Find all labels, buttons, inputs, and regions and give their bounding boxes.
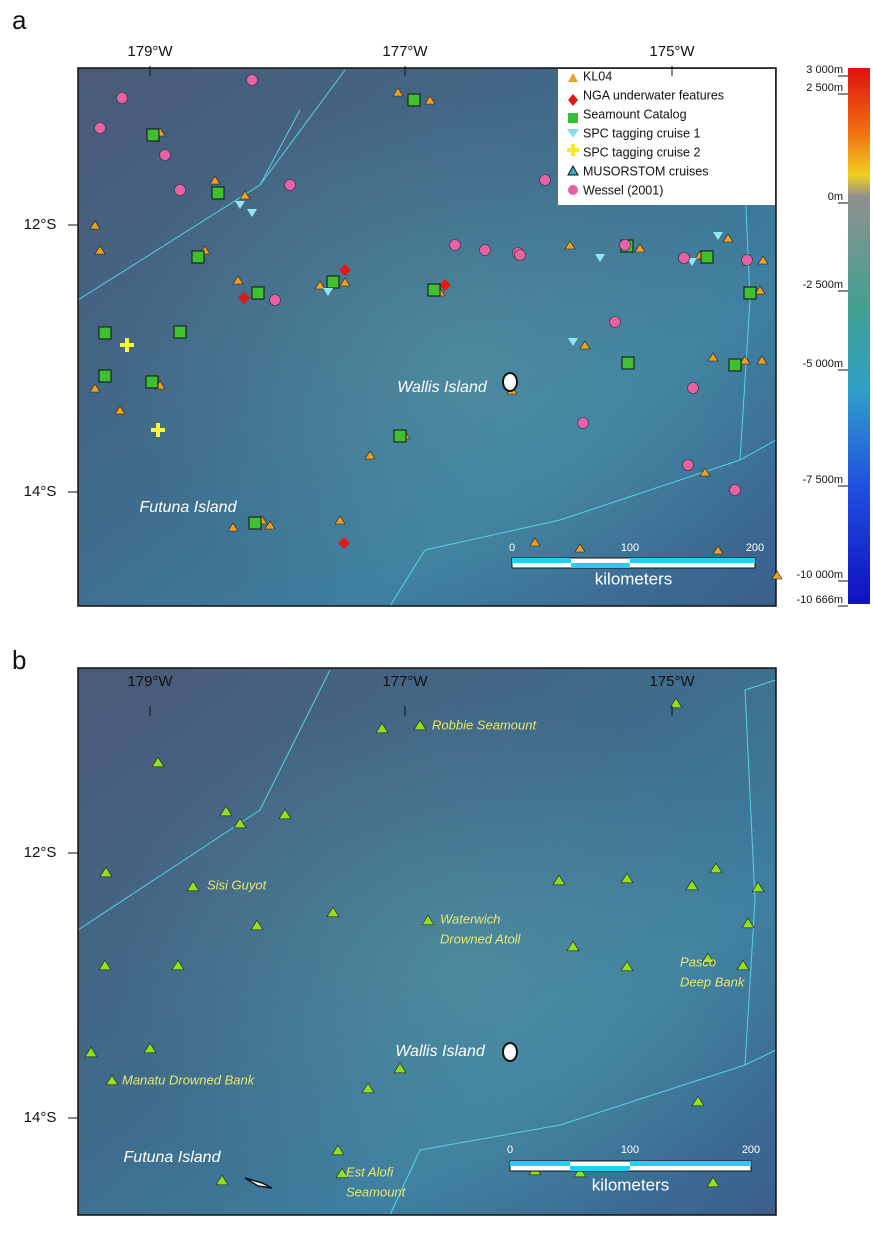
marker — [99, 370, 111, 382]
marker — [175, 185, 186, 196]
legend-label: SPC tagging cruise 2 — [583, 145, 700, 159]
marker — [578, 418, 589, 429]
feature-label: Robbie Seamount — [432, 717, 537, 732]
latitude-label: 14°S — [24, 483, 57, 500]
longitude-label: 179°W — [127, 673, 173, 690]
panel-label: b — [12, 645, 26, 675]
legend-label: Seamount Catalog — [583, 107, 687, 121]
legend-label: Wessel (2001) — [583, 183, 663, 197]
place-name: Futuna Island — [140, 499, 238, 516]
marker — [428, 284, 440, 296]
marker — [515, 250, 526, 261]
marker — [620, 240, 631, 251]
marker — [742, 255, 753, 266]
marker — [192, 251, 204, 263]
feature-label: Drowned Atoll — [440, 931, 522, 946]
latitude-label: 14°S — [24, 1109, 57, 1126]
colorbar-label: -7 500m — [803, 474, 843, 486]
feature-label: Seamount — [346, 1184, 407, 1199]
panel-a: a 179°W 177°W 175°W 12°S 14°S Wallis Island Fut… — [12, 5, 870, 606]
scale-bar-segment — [630, 558, 755, 563]
marker — [394, 430, 406, 442]
colorbar-label: 0m — [828, 191, 843, 203]
marker — [270, 295, 281, 306]
scale-unit: kilometers — [592, 1175, 669, 1194]
feature-label: Waterwich — [440, 911, 500, 926]
scale-bar-segment — [571, 563, 630, 568]
marker — [450, 240, 461, 251]
colorbar-label: 2 500m — [806, 82, 843, 94]
scale-label: 200 — [742, 1144, 760, 1156]
marker — [408, 94, 420, 106]
scale-unit: kilometers — [595, 569, 672, 588]
marker — [480, 245, 491, 256]
marker — [688, 383, 699, 394]
marker — [610, 317, 621, 328]
scale-bar-segment — [570, 1166, 630, 1171]
legend-marker — [568, 113, 578, 123]
marker — [174, 326, 186, 338]
feature-label: Est Alofi — [346, 1164, 394, 1179]
marker — [730, 485, 741, 496]
colorbar-label: -5 000m — [803, 358, 843, 370]
colorbar — [848, 68, 870, 604]
scale-label: 200 — [746, 542, 764, 554]
marker — [99, 327, 111, 339]
marker — [146, 376, 158, 388]
latitude-label: 12°S — [24, 216, 57, 233]
scale-label: 0 — [509, 542, 515, 554]
longitude-label: 179°W — [127, 43, 173, 60]
colorbar-label: -10 000m — [797, 569, 843, 581]
marker — [160, 150, 171, 161]
longitude-label: 177°W — [382, 673, 428, 690]
panel-b: b 179°W 177°W 175°W 12°S 14°S Wallis Island Fut… — [12, 645, 776, 1215]
longitude-label: 175°W — [649, 673, 695, 690]
colorbar-label: 3 000m — [806, 64, 843, 76]
place-name: Wallis Island — [397, 379, 488, 396]
marker — [147, 129, 159, 141]
marker — [744, 287, 756, 299]
island — [503, 1043, 517, 1061]
map-shading — [78, 668, 776, 1215]
latitude-label: 12°S — [24, 844, 57, 861]
longitude-label: 177°W — [382, 43, 428, 60]
longitude-label: 175°W — [649, 43, 695, 60]
marker — [247, 75, 258, 86]
legend-marker — [568, 185, 578, 195]
island — [503, 373, 517, 391]
colorbar-label: -2 500m — [803, 279, 843, 291]
scale-label: 0 — [507, 1144, 513, 1156]
legend-label: MUSORSTOM cruises — [583, 164, 708, 178]
marker — [285, 180, 296, 191]
marker — [729, 359, 741, 371]
scale-bar-segment — [630, 1161, 751, 1166]
scale-bar-segment — [512, 558, 571, 563]
legend-label: SPC tagging cruise 1 — [583, 126, 700, 140]
marker — [701, 251, 713, 263]
panel-label: a — [12, 5, 27, 35]
marker — [683, 460, 694, 471]
legend-label: NGA underwater features — [583, 88, 724, 102]
marker — [540, 175, 551, 186]
scale-bar-segment — [510, 1161, 570, 1166]
marker — [95, 123, 106, 134]
figure: a 179°W 177°W 175°W 12°S 14°S Wallis Island Fut… — [0, 0, 873, 1230]
marker — [622, 357, 634, 369]
place-name: Futuna Island — [124, 1149, 222, 1166]
colorbar-label: -10 666m — [797, 594, 843, 606]
feature-label: Manatu Drowned Bank — [122, 1072, 256, 1087]
marker — [679, 253, 690, 264]
feature-label: Pasco — [680, 954, 716, 969]
marker — [252, 287, 264, 299]
legend-label: KL04 — [583, 69, 612, 83]
marker — [212, 187, 224, 199]
place-name: Wallis Island — [395, 1043, 486, 1060]
scale-label: 100 — [621, 1144, 639, 1156]
feature-label: Sisi Guyot — [207, 877, 268, 892]
scale-label: 100 — [621, 542, 639, 554]
marker — [117, 93, 128, 104]
feature-label: Deep Bank — [680, 974, 746, 989]
marker — [249, 517, 261, 529]
marker — [327, 276, 339, 288]
